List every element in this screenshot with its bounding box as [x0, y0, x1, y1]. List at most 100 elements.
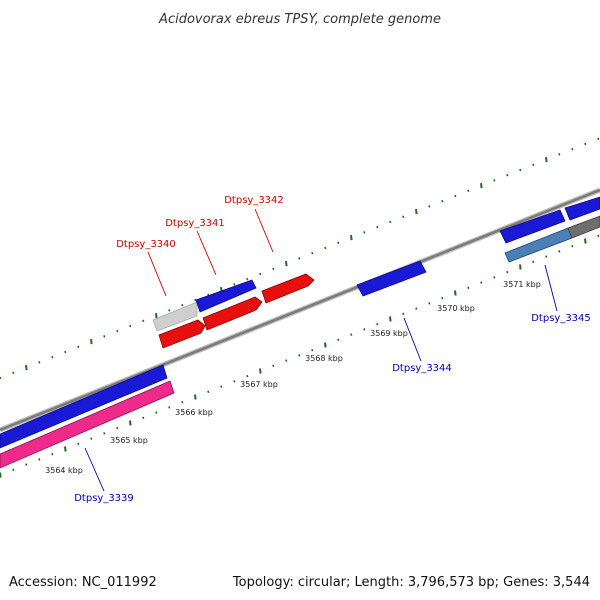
ruler-tick	[194, 298, 197, 302]
scale-label: 3567 kbp	[240, 380, 278, 389]
ruler-tick	[584, 238, 587, 244]
ruler-tick	[272, 364, 275, 368]
ruler-tick	[545, 255, 548, 258]
ruler-tick	[493, 179, 496, 182]
leader-dtpsy-3344	[403, 317, 422, 362]
ruler-tick	[415, 208, 418, 215]
gene-blue-3[interactable]	[499, 209, 566, 244]
gene-label[interactable]: Dtpsy_3342	[224, 195, 284, 206]
ruler-tick	[402, 215, 405, 219]
ruler-tick	[519, 168, 522, 172]
ruler-tick	[116, 329, 119, 333]
scale-label: 3569 kbp	[370, 329, 408, 338]
ruler-tick	[324, 246, 327, 250]
scale-label: 3568 kbp	[305, 354, 343, 363]
gene-label[interactable]: Dtpsy_3341	[165, 218, 225, 229]
ruler-tick	[493, 276, 496, 279]
ruler-tick	[389, 316, 392, 322]
ruler-tick	[311, 348, 314, 352]
ruler-tick	[155, 312, 158, 319]
ruler-tick	[415, 307, 418, 310]
ruler-tick	[103, 335, 106, 338]
ruler-tick	[363, 231, 366, 234]
ruler-tick	[532, 163, 535, 167]
ruler-tick	[77, 345, 80, 349]
ruler-tick	[441, 296, 444, 300]
ruler-tick	[428, 205, 431, 208]
gene-red-2[interactable]	[202, 296, 263, 331]
ruler-tick	[142, 319, 145, 323]
leader-dtpsy-3342	[254, 208, 274, 253]
gene-label[interactable]: Dtpsy_3339	[74, 493, 134, 504]
scale-label: 3566 kbp	[175, 408, 213, 417]
ruler-tick	[441, 199, 444, 203]
gene-dtpsy-3340[interactable]	[152, 301, 198, 332]
gene-blue-4[interactable]	[564, 196, 600, 221]
ruler-tick	[90, 338, 93, 345]
ruler-tick	[571, 244, 574, 248]
ruler-tick	[142, 416, 145, 420]
gene-dtpsy-3339[interactable]	[0, 380, 175, 469]
ruler-tick	[376, 322, 379, 326]
ruler-tick	[597, 137, 600, 141]
ruler-tick	[376, 225, 379, 229]
ruler-tick	[428, 302, 431, 305]
ruler-tick	[506, 270, 509, 274]
gene-label[interactable]: Dtpsy_3340	[116, 239, 176, 250]
ruler-tick	[350, 333, 353, 336]
ruler-tick	[155, 411, 158, 414]
ruler-tick	[285, 359, 288, 362]
ruler-tick	[194, 394, 197, 400]
ruler-tick	[25, 463, 28, 466]
ruler-tick	[467, 189, 470, 193]
ruler-tick	[298, 354, 301, 357]
ruler-tick	[25, 364, 28, 371]
ruler-tick	[324, 342, 327, 348]
scale-label: 3565 kbp	[110, 436, 148, 445]
ruler-tick	[311, 251, 314, 255]
ruler-tick	[0, 376, 2, 380]
scale-label: 3570 kbp	[437, 304, 475, 313]
ruler-tick	[584, 142, 587, 146]
gene-label[interactable]: Dtpsy_3345	[531, 313, 591, 324]
ruler-tick	[103, 432, 106, 435]
ruler-tick	[51, 452, 54, 456]
ruler-tick	[64, 446, 67, 452]
ruler-tick	[129, 420, 132, 426]
ruler-tick	[571, 147, 574, 151]
leader-dtpsy-3341	[196, 230, 217, 276]
reverse-strand-genes	[0, 215, 600, 469]
gene-blue-long[interactable]	[0, 364, 168, 449]
ruler-tick	[480, 182, 483, 189]
ruler-tick	[181, 303, 184, 307]
scale-label-group: 3564 kbp 3565 kbp 3566 kbp 3567 kbp 3568…	[45, 280, 541, 475]
ruler-tick	[168, 309, 171, 312]
ruler-tick	[558, 250, 561, 253]
gene-dtpsy-3342[interactable]	[261, 273, 315, 304]
ruler-tick	[363, 328, 366, 331]
gene-red-1[interactable]	[158, 319, 206, 349]
ruler-tick	[402, 312, 405, 316]
ruler-tick	[77, 442, 80, 446]
gene-label[interactable]: Dtpsy_3344	[392, 363, 452, 374]
ruler-tick	[480, 281, 483, 284]
gene-dtpsy-3341[interactable]	[195, 279, 257, 313]
leader-dtpsy-3339	[84, 447, 105, 492]
gene-dtpsy-3344[interactable]	[356, 260, 427, 297]
leader-dtpsy-3340	[147, 251, 167, 297]
ruler-tick	[207, 390, 210, 394]
genome-backbone	[0, 187, 600, 433]
ruler-tick	[246, 374, 249, 378]
ruler-tick	[0, 472, 2, 478]
ruler-tick	[38, 458, 41, 461]
leader-dtpsy-3345	[544, 264, 558, 312]
gene-dark-grey[interactable]	[567, 215, 600, 239]
ruler-tick	[12, 371, 15, 375]
ruler-tick	[168, 406, 171, 409]
gene-label-group: Dtpsy_3340 Dtpsy_3341 Dtpsy_3342 Dtpsy_3…	[74, 195, 591, 504]
ruler-tick	[233, 283, 236, 286]
ruler-tick	[545, 156, 548, 163]
outer-tick-track	[0, 137, 600, 380]
